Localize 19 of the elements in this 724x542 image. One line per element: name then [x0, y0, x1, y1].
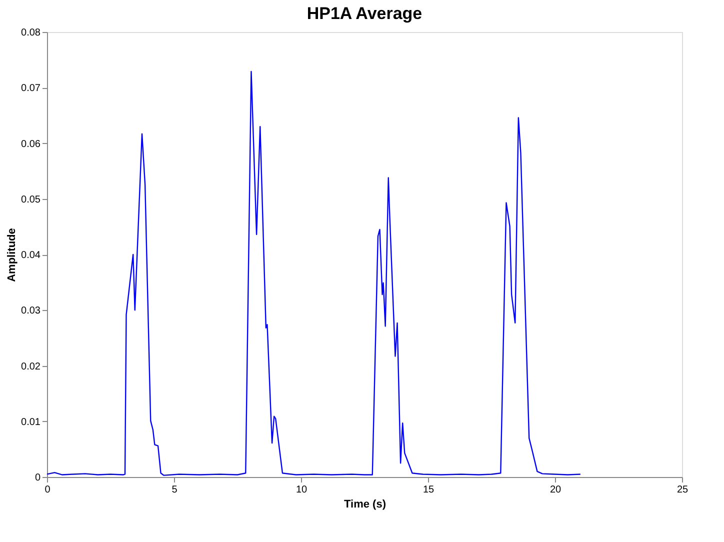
line-series	[46, 70, 581, 476]
y-tick-label: 0.08	[21, 28, 41, 38]
y-tick-label: 0.04	[21, 250, 41, 261]
y-tick-label: 0.06	[21, 138, 41, 150]
y-tick-label: 0.05	[21, 194, 41, 206]
chart-title: HP1A Average	[306, 4, 422, 23]
x-tick-label: 5	[172, 484, 178, 496]
x-tick-label: 20	[550, 484, 562, 496]
y-tick-label: 0.07	[21, 83, 41, 94]
y-tick-label: 0	[34, 472, 41, 484]
x-tick-label: 15	[422, 484, 434, 496]
x-tick-label: 10	[296, 484, 308, 496]
x-axis-title: Time (s)	[344, 498, 386, 510]
y-tick-label: 0.03	[21, 306, 41, 317]
y-tick-label: 0.02	[21, 361, 41, 372]
y-tick-label: 0.01	[21, 416, 41, 428]
x-tick-label: 25	[676, 484, 688, 496]
y-axis-title: Amplitude	[6, 228, 18, 282]
x-tick-label: 0	[44, 484, 51, 496]
